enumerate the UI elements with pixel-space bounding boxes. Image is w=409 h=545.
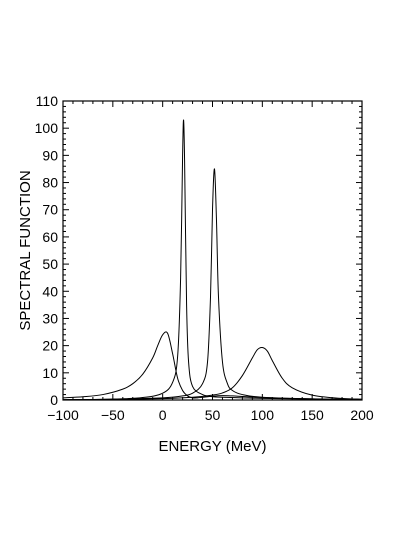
y-tick-label: 50 xyxy=(42,256,58,272)
y-tick-label: 90 xyxy=(42,147,58,163)
x-axis-ticks: −100 −50 0 50 100 150 200 xyxy=(47,101,374,423)
plot-frame xyxy=(62,100,363,401)
y-tick-label: 70 xyxy=(42,202,58,218)
y-tick-label: 110 xyxy=(36,93,59,109)
x-tick-label: −100 xyxy=(47,407,79,423)
series-line-3 xyxy=(62,168,363,401)
x-tick-label: 50 xyxy=(205,407,221,423)
y-tick-label: 40 xyxy=(42,283,58,299)
y-tick-label: 30 xyxy=(42,310,58,326)
y-tick-label: 60 xyxy=(42,229,58,245)
x-axis-title: ENERGY (MeV) xyxy=(158,438,266,455)
x-tick-label: 150 xyxy=(300,407,324,423)
y-tick-label: 10 xyxy=(42,365,58,381)
series-line-4 xyxy=(62,346,363,401)
y-tick-label: 0 xyxy=(50,392,58,408)
y-axis-ticks: 0 10 20 30 40 50 60 70 80 90 100 110 xyxy=(35,93,362,408)
series-line-2 xyxy=(62,119,363,401)
x-tick-label: −50 xyxy=(101,407,125,423)
x-tick-label: 100 xyxy=(251,407,275,423)
series-lines xyxy=(62,119,363,401)
y-axis-title: SPECTRAL FUNCTION xyxy=(17,170,34,330)
series-line-1 xyxy=(62,331,363,400)
y-tick-label: 80 xyxy=(42,175,58,191)
x-tick-label: 200 xyxy=(350,407,374,423)
y-tick-label: 20 xyxy=(42,338,58,354)
y-tick-label: 100 xyxy=(35,120,59,136)
x-tick-label: 0 xyxy=(159,407,167,423)
